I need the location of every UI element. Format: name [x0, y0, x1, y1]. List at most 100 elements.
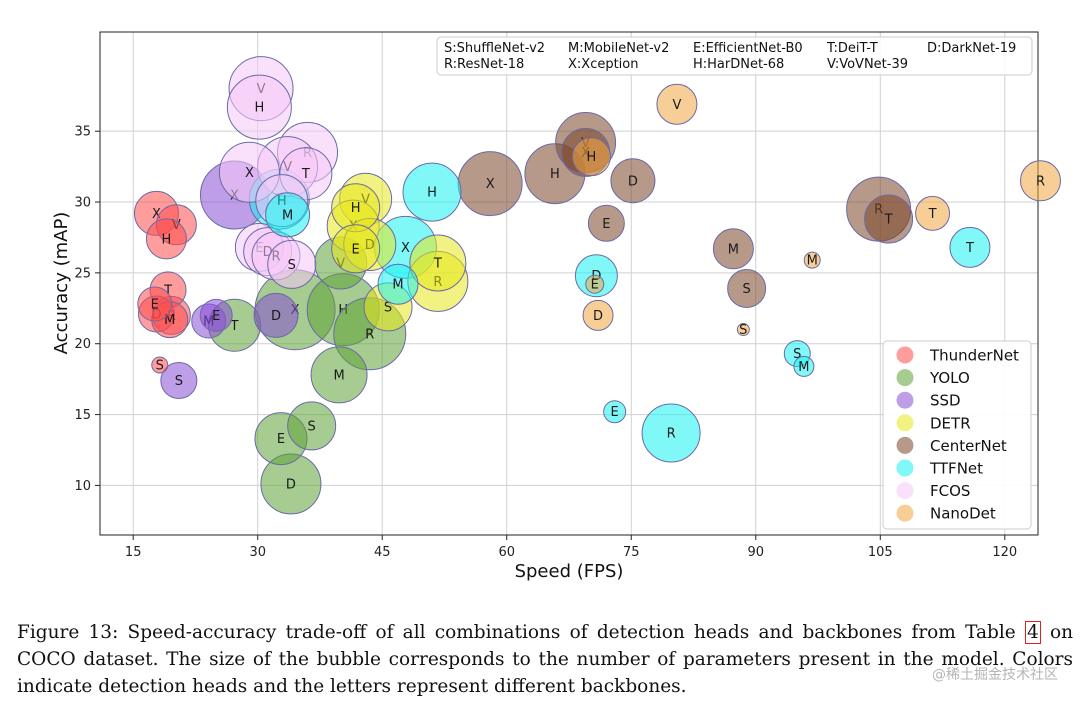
bubble-letter: M	[807, 254, 818, 269]
bubble-nanodet-m: M	[803, 251, 821, 269]
y-axis-title: Accuracy (mAP)	[51, 212, 72, 355]
bubble-letter: E	[212, 309, 220, 324]
bubble-letter: D	[286, 477, 296, 492]
bubble-letter: M	[282, 208, 293, 223]
bubble-circle	[267, 239, 317, 289]
bubble-circle	[310, 346, 368, 404]
bubble-ssd-d: D	[253, 292, 299, 338]
legend-entry: DETR	[930, 414, 971, 432]
bubble-letter: S	[175, 374, 183, 389]
bubble-circle	[915, 195, 951, 231]
bubble-letter: S	[793, 347, 801, 362]
bubble-circle	[585, 274, 605, 294]
bubble-letter: S	[743, 282, 751, 297]
legend-swatch	[896, 414, 914, 432]
bubble-detr-e: E	[331, 224, 381, 274]
bubble-letter: T	[301, 167, 310, 182]
bubble-letter: V	[672, 98, 681, 113]
legend-entry: ThunderNet	[929, 347, 1019, 365]
bubble-centernet-e: E	[587, 204, 625, 242]
bubble-nanodet-r: R	[1019, 160, 1061, 202]
bubble-letter: T	[884, 213, 893, 228]
bubble-circle	[727, 268, 767, 308]
x-tick-label: 30	[249, 545, 266, 560]
bubble-letter: D	[593, 309, 603, 324]
bubble-letter: T	[965, 241, 974, 256]
y-tick-label: 35	[74, 125, 91, 140]
bubble-fcos-h: H	[226, 74, 292, 140]
bubble-circle	[137, 286, 173, 322]
bubble-letter: E	[602, 217, 610, 232]
legend-swatch	[896, 436, 914, 454]
bubble-letter: T	[928, 207, 937, 222]
backbone-key-frame	[436, 36, 1033, 76]
bubble-nanodet-s: S	[736, 323, 750, 338]
bubble-letter: X	[245, 166, 254, 181]
bubble-thundernet-s: S	[151, 356, 169, 374]
legend-swatch	[896, 391, 914, 409]
bubble-ttfnet-m: M	[265, 192, 311, 238]
bubble-letter: X	[486, 177, 495, 192]
legend: ThunderNet YOLO SSD DETR CenterNet TTFNet FCOS…	[882, 340, 1032, 530]
bubble-circle	[253, 292, 299, 338]
bubble-circle	[160, 362, 198, 400]
bubble-letter: T	[229, 319, 238, 334]
bubble-letter: H	[254, 101, 264, 116]
bubble-letter: M	[728, 242, 739, 257]
bubble-nanodet-t: T	[915, 195, 951, 231]
legend-swatch	[896, 482, 914, 500]
bubble-ttfnet-t: T	[949, 226, 991, 268]
bubble-letter: D	[628, 174, 638, 189]
bubble-letter: E	[151, 298, 159, 313]
bubble-letter: M	[333, 368, 344, 383]
x-tick-label: 120	[992, 545, 1017, 560]
bubble-ttfnet-h: H	[402, 162, 462, 222]
legend-entry: TTFNet	[929, 460, 983, 478]
legend-entry: NanoDet	[930, 505, 996, 523]
bubble-fcos-s: S	[267, 239, 317, 289]
bubble-circle	[287, 401, 337, 451]
bubble-ssd-s: S	[160, 362, 198, 400]
bubble-circle	[587, 204, 625, 242]
legend-entry: YOLO	[929, 369, 970, 387]
x-tick-label: 45	[374, 545, 391, 560]
table-reference-link[interactable]: 4	[1024, 621, 1041, 644]
legend-swatch	[896, 346, 914, 364]
backbone-key-d: D:DarkNet-19	[927, 41, 1016, 56]
legend-entry: SSD	[930, 392, 961, 410]
legend-swatch	[896, 369, 914, 387]
x-tick-label: 60	[498, 545, 515, 560]
bubble-centernet-m: M	[712, 228, 754, 270]
axis-ticks: 15 30 45 60 75 90 105 120 10 15 20 25 30 35	[74, 125, 1017, 560]
bubble-letter: H	[587, 150, 597, 165]
bubble-letter: X	[152, 207, 161, 222]
bubble-letter: M	[164, 313, 175, 328]
legend-entry: FCOS	[930, 482, 970, 500]
bubble-letter: X	[401, 241, 410, 256]
bubble-circle	[864, 194, 914, 244]
bubble-yolo-s: S	[287, 401, 337, 451]
bubble-centernet-t: T	[864, 194, 914, 244]
bubble-letter: H	[162, 232, 172, 247]
bubble-letter: S	[384, 300, 392, 315]
bubble-thundernet-e: E	[137, 286, 173, 322]
bubble-letter: M	[392, 278, 403, 293]
bubble-circle	[199, 298, 233, 332]
bubble-detr-t: T	[409, 234, 467, 292]
bubble-centernet-x: X	[457, 151, 523, 217]
bubble-nanodet-d: D	[582, 299, 614, 331]
bubble-letter: T	[433, 256, 442, 271]
backbone-key-t: T:DeiT-T	[826, 41, 878, 56]
plot-frame	[99, 31, 1039, 536]
bubble-ssd-e: E	[199, 298, 233, 332]
legend-entry: CenterNet	[930, 437, 1007, 455]
bubble-letter: H	[351, 201, 361, 216]
bubble-circle	[1019, 160, 1061, 202]
bubble-letter: R	[1036, 174, 1045, 189]
watermark: @稀土掘金技术社区	[932, 667, 1058, 683]
bubble-centernet-d: D	[610, 158, 656, 204]
backbone-key-h: H:HarDNet-68	[693, 57, 784, 72]
y-tick-label: 15	[74, 408, 91, 423]
bubble-letter: S	[739, 323, 747, 338]
legend-frame	[882, 340, 1032, 530]
